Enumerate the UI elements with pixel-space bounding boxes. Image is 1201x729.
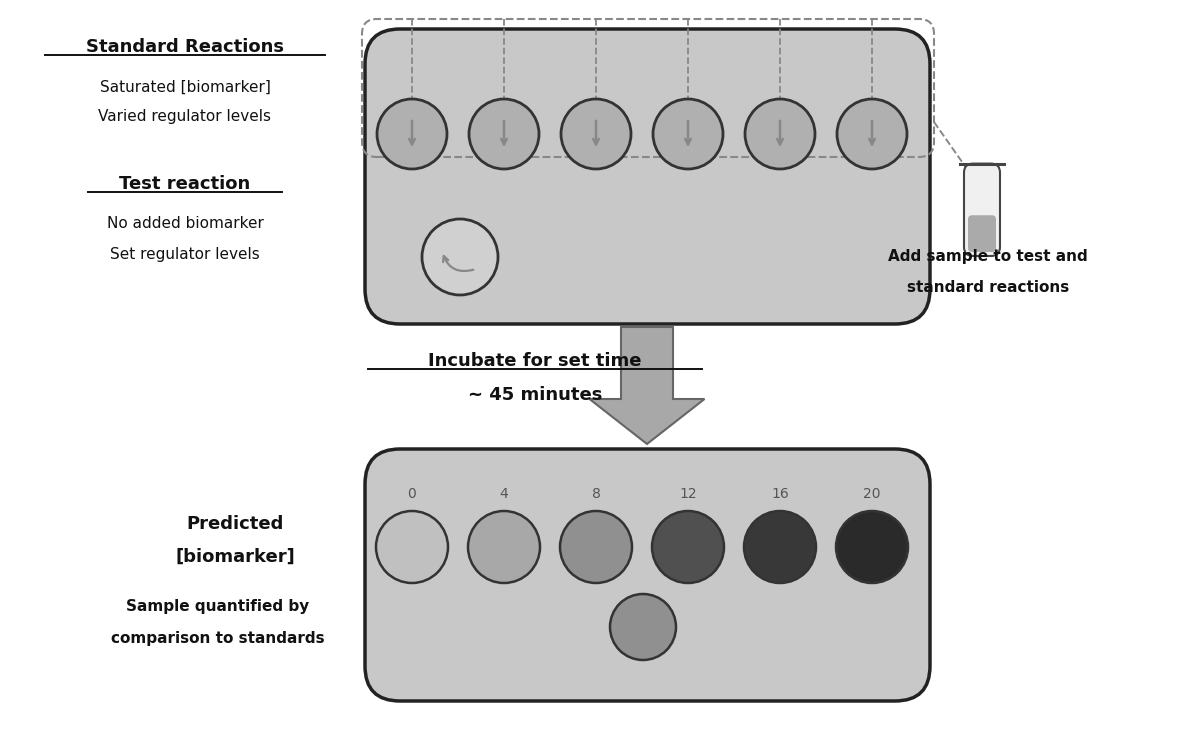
Text: Incubate for set time: Incubate for set time <box>429 352 641 370</box>
Text: Varied regulator levels: Varied regulator levels <box>98 109 271 125</box>
Circle shape <box>837 99 907 169</box>
Text: Predicted: Predicted <box>186 515 283 533</box>
Circle shape <box>422 219 498 295</box>
FancyBboxPatch shape <box>964 163 1000 256</box>
Circle shape <box>610 594 676 660</box>
Text: 8: 8 <box>592 487 600 501</box>
Circle shape <box>377 99 447 169</box>
Text: 4: 4 <box>500 487 508 501</box>
Circle shape <box>745 99 815 169</box>
Text: Test reaction: Test reaction <box>119 175 251 193</box>
Circle shape <box>561 99 631 169</box>
Text: 0: 0 <box>407 487 417 501</box>
Circle shape <box>743 511 815 583</box>
Circle shape <box>653 99 723 169</box>
Text: Add sample to test and: Add sample to test and <box>888 249 1088 265</box>
Text: comparison to standards: comparison to standards <box>112 631 324 647</box>
Circle shape <box>470 99 539 169</box>
Circle shape <box>560 511 632 583</box>
Text: Set regulator levels: Set regulator levels <box>110 246 259 262</box>
FancyBboxPatch shape <box>365 449 930 701</box>
Circle shape <box>376 511 448 583</box>
FancyBboxPatch shape <box>365 29 930 324</box>
Circle shape <box>652 511 724 583</box>
Circle shape <box>836 511 908 583</box>
FancyArrow shape <box>590 327 705 444</box>
Text: standard reactions: standard reactions <box>907 279 1069 295</box>
Text: 16: 16 <box>771 487 789 501</box>
Text: No added biomarker: No added biomarker <box>107 217 263 232</box>
Text: 20: 20 <box>864 487 880 501</box>
Text: Saturated [biomarker]: Saturated [biomarker] <box>100 79 270 95</box>
Text: Standard Reactions: Standard Reactions <box>86 38 283 56</box>
Circle shape <box>468 511 540 583</box>
FancyBboxPatch shape <box>968 215 996 252</box>
Text: ~ 45 minutes: ~ 45 minutes <box>468 386 602 404</box>
Text: Sample quantified by: Sample quantified by <box>126 599 310 615</box>
Text: [biomarker]: [biomarker] <box>175 548 295 566</box>
Text: 12: 12 <box>680 487 697 501</box>
